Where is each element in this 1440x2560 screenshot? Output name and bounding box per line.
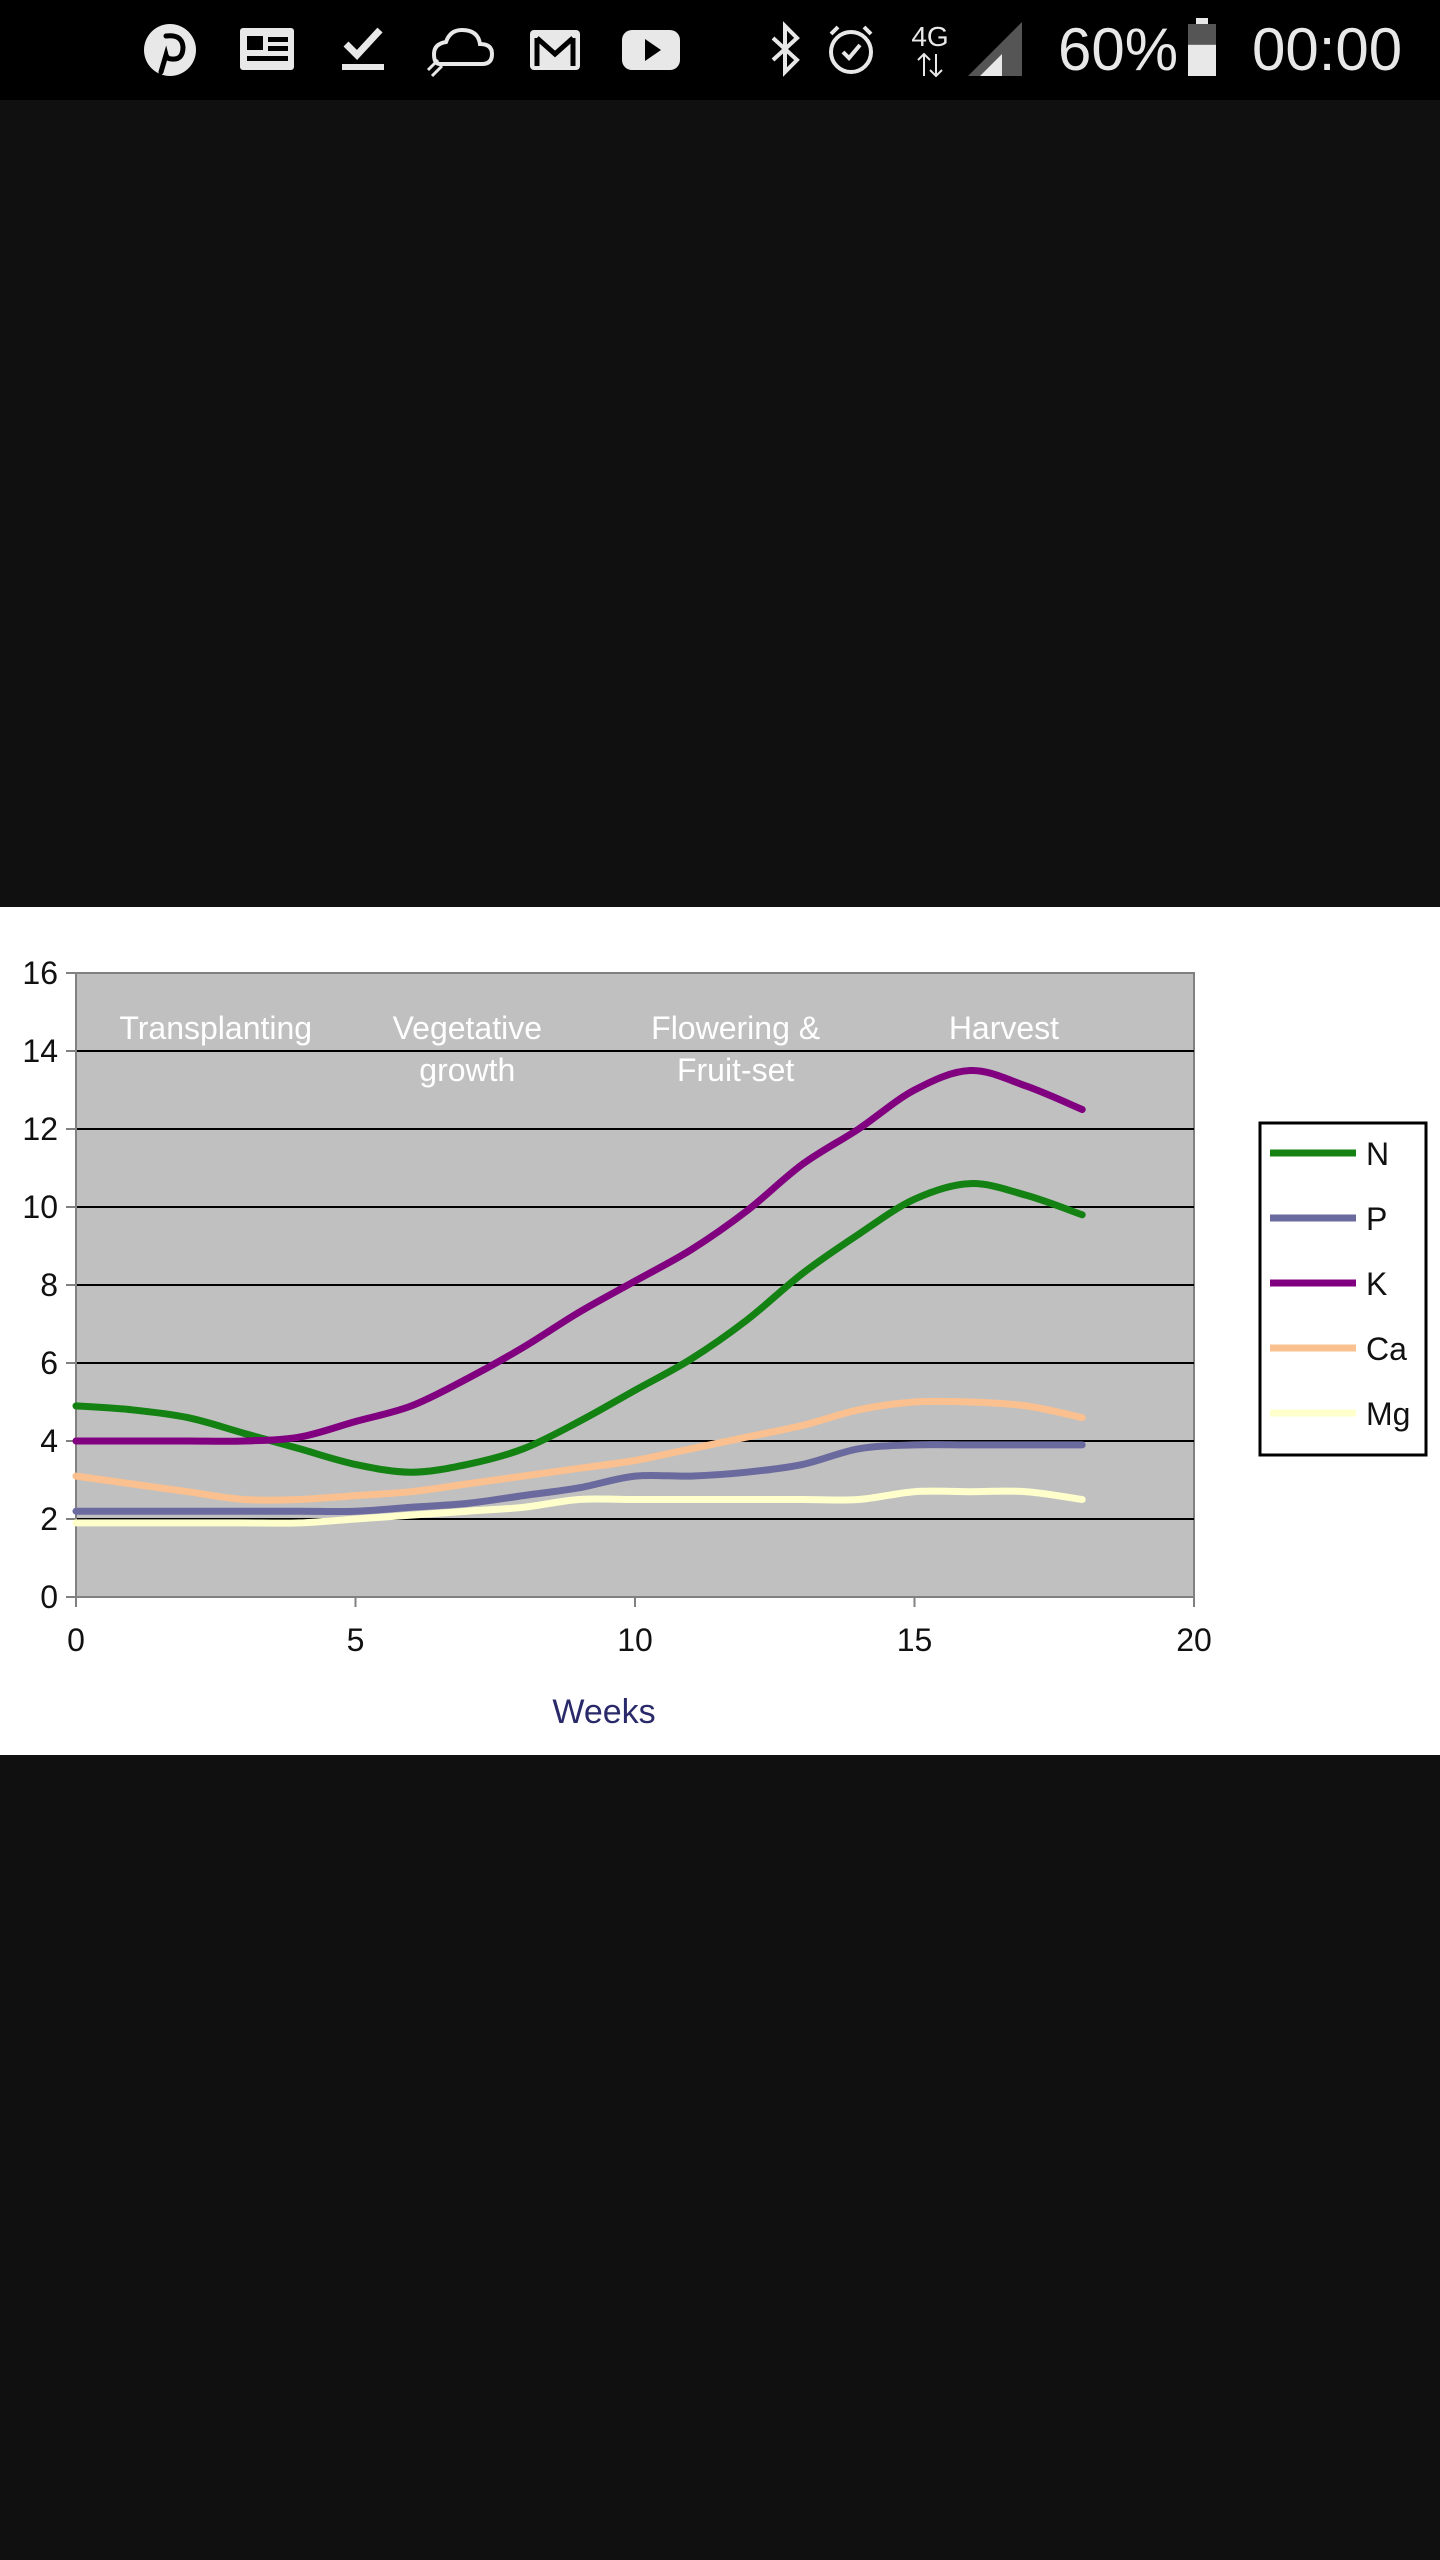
legend-label-n: N bbox=[1366, 1136, 1389, 1172]
y-tick-label: 10 bbox=[22, 1189, 58, 1225]
battery-icon bbox=[1188, 18, 1216, 76]
signal-icon bbox=[968, 22, 1022, 76]
pinterest-icon bbox=[144, 24, 196, 76]
status-bar: 4G 60% 00:00 bbox=[0, 0, 1440, 100]
legend-box bbox=[1258, 1121, 1428, 1457]
y-tick-label: 12 bbox=[22, 1111, 58, 1147]
stage-label-line: growth bbox=[419, 1052, 515, 1088]
stage-label: Harvest bbox=[949, 1010, 1059, 1046]
y-tick-label: 6 bbox=[40, 1345, 58, 1381]
bluetooth-icon bbox=[771, 21, 800, 77]
legend-label-k: K bbox=[1366, 1266, 1387, 1302]
y-tick-label: 4 bbox=[40, 1423, 58, 1459]
clock: 00:00 bbox=[1252, 16, 1403, 83]
news-icon bbox=[240, 28, 294, 70]
stage-label: Flowering & Fruit-set bbox=[651, 1010, 820, 1088]
y-tick-label: 2 bbox=[40, 1501, 58, 1537]
battery-percent: 60% bbox=[1058, 16, 1179, 83]
alarm-icon bbox=[829, 25, 873, 74]
gmail-icon bbox=[530, 30, 580, 70]
chart-image[interactable]: 0 2 4 6 8 10 12 14 16 0 5 10 15 20 Transplanting Vege… bbox=[0, 907, 1440, 1755]
y-tick-label: 8 bbox=[40, 1267, 58, 1303]
stage-label-line: Fruit-set bbox=[677, 1052, 794, 1088]
svg-text:4G: 4G bbox=[911, 21, 948, 52]
series-line-p bbox=[72, 1441, 1086, 1515]
stage-label-line: Harvest bbox=[949, 1010, 1059, 1046]
stage-label-line: Flowering & bbox=[651, 1010, 820, 1046]
youtube-icon bbox=[622, 30, 680, 70]
x-tick-label: 10 bbox=[617, 1622, 653, 1658]
stage-label-line: Transplanting bbox=[119, 1010, 312, 1046]
series-line-ca bbox=[72, 1397, 1086, 1504]
y-tick-label: 0 bbox=[40, 1579, 58, 1615]
legend-label-mg: Mg bbox=[1366, 1396, 1410, 1432]
stage-label: Transplanting bbox=[119, 1010, 312, 1046]
download-done-icon bbox=[342, 27, 384, 70]
status-icons: 4G bbox=[144, 18, 1216, 78]
x-tick-label: 5 bbox=[347, 1622, 365, 1658]
y-tick-label: 16 bbox=[22, 955, 58, 991]
legend-label-ca: Ca bbox=[1366, 1331, 1407, 1367]
stage-label: Vegetative growth bbox=[393, 1010, 542, 1088]
legend-label-p: P bbox=[1366, 1201, 1387, 1237]
y-axis: 0 2 4 6 8 10 12 14 16 bbox=[22, 955, 77, 1615]
series-line-n bbox=[72, 1180, 1086, 1476]
network-4g-icon: 4G bbox=[911, 21, 949, 78]
x-axis: 0 5 10 15 20 bbox=[67, 1596, 1212, 1658]
series-lines bbox=[72, 1066, 1086, 1527]
x-axis-label: Weeks bbox=[552, 1693, 655, 1731]
x-tick-label: 15 bbox=[897, 1622, 933, 1658]
series-line-k bbox=[72, 1066, 1086, 1445]
stage-labels: Transplanting Vegetative growth Flowering &… bbox=[119, 1010, 1059, 1088]
x-tick-label: 0 bbox=[67, 1622, 85, 1658]
x-tick-label: 20 bbox=[1176, 1622, 1212, 1658]
stage-label-line: Vegetative bbox=[393, 1010, 542, 1046]
series-line-mg bbox=[72, 1487, 1086, 1527]
legend: NPK Ca Mg bbox=[1258, 1121, 1428, 1457]
y-tick-label: 14 bbox=[22, 1033, 58, 1069]
nutrient-uptake-chart: 0 2 4 6 8 10 12 14 16 0 5 10 15 20 Transplanting Vege… bbox=[22, 955, 1428, 1731]
cloud-icon bbox=[426, 27, 495, 78]
